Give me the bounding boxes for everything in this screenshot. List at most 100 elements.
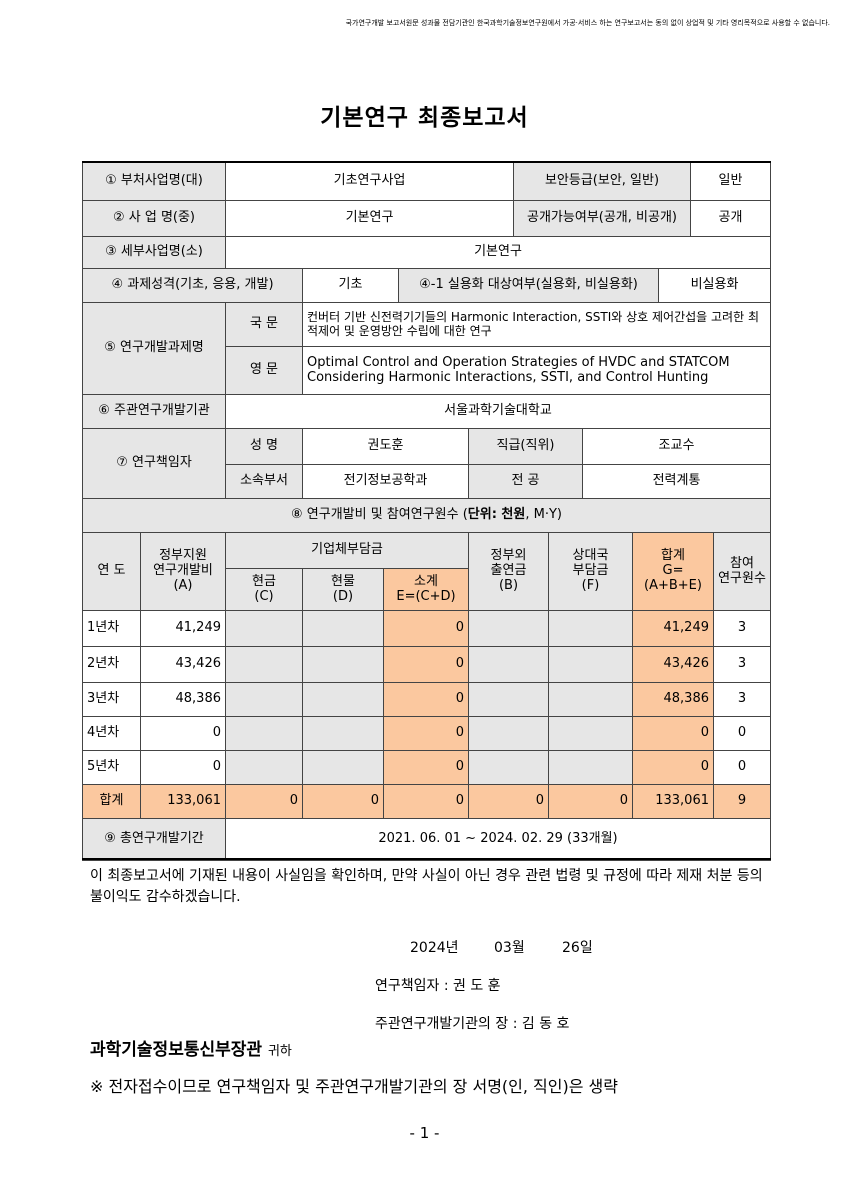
table-cell: 3년차: [82, 682, 141, 717]
table-cell: 1년차: [82, 610, 141, 647]
table-cell: ④ 과제성격(기초, 응용, 개발): [82, 268, 303, 303]
empty-cell: [302, 682, 384, 717]
table-cell: ⑨ 총연구개발기간: [82, 818, 226, 861]
empty-cell: [468, 682, 549, 717]
table-cell: 정부외 출연금 (B): [468, 532, 549, 611]
empty-cell: [548, 682, 633, 717]
table-cell: 기본연구: [225, 200, 514, 237]
date-month: 03월: [494, 940, 525, 956]
table-cell: ⑦ 연구책임자: [82, 428, 226, 499]
table-cell: 보안등급(보안, 일반): [513, 162, 691, 201]
table-cell: 0: [140, 750, 226, 785]
table-cell: 소계 E=(C+D): [383, 568, 469, 611]
budget-title-start: ⑧ 연구개발비 및 참여연구원수 (: [291, 507, 468, 523]
table-cell: ④-1 실용화 대상여부(실용화, 비실용화): [398, 268, 659, 303]
table-cell: 41,249: [140, 610, 226, 647]
table-cell: Optimal Control and Operation Strategies…: [302, 346, 771, 395]
table-cell: 43,426: [632, 646, 714, 683]
table-cell: 0: [383, 784, 469, 819]
empty-cell: [225, 646, 303, 683]
table-cell: 현금 (C): [225, 568, 303, 611]
table-cell: 0: [548, 784, 633, 819]
empty-cell: [302, 716, 384, 751]
table-cell: 0: [383, 682, 469, 717]
table-cell: 0: [632, 716, 714, 751]
empty-cell: [468, 750, 549, 785]
budget-title: ⑧ 연구개발비 및 참여연구원수 (단위: 천원, M·Y): [82, 498, 771, 533]
page-number: - 1 -: [409, 1124, 440, 1142]
table-cell: 0: [383, 750, 469, 785]
table-cell: 43,426: [140, 646, 226, 683]
recipient-suffix: 귀하: [267, 1044, 292, 1059]
table-cell: 소속부서: [225, 464, 303, 499]
table-cell: 공개: [690, 200, 771, 237]
date-year: 2024년: [410, 940, 459, 956]
table-cell: 기본연구: [225, 236, 771, 269]
table-cell: 전기정보공학과: [302, 464, 469, 499]
table-cell: 정부지원 연구개발비 (A): [140, 532, 226, 611]
table-cell: 참여 연구원수: [713, 532, 771, 611]
empty-cell: [548, 750, 633, 785]
table-cell: 0: [225, 784, 303, 819]
table-cell: 현물 (D): [302, 568, 384, 611]
title: 기본연구 최종보고서: [320, 105, 529, 131]
table-cell: 국 문: [225, 302, 303, 347]
table-cell: 공개가능여부(공개, 비공개): [513, 200, 691, 237]
table-cell: 3: [713, 646, 771, 683]
empty-cell: [548, 716, 633, 751]
table-cell: 0: [383, 610, 469, 647]
empty-cell: [468, 610, 549, 647]
table-cell: 연 도: [82, 532, 141, 611]
table-cell: 성 명: [225, 428, 303, 465]
budget-title-end: , M·Y): [525, 507, 562, 523]
table-cell: 0: [302, 784, 384, 819]
table-cell: 9: [713, 784, 771, 819]
table-cell: 권도훈: [302, 428, 469, 465]
table-cell: 비실용화: [658, 268, 771, 303]
table-cell: ② 사 업 명(중): [82, 200, 226, 237]
empty-cell: [302, 750, 384, 785]
recipient-name: 과학기술정보통신부장관: [90, 1040, 263, 1060]
table-cell: 48,386: [140, 682, 226, 717]
table-cell: 5년차: [82, 750, 141, 785]
table-cell: 41,249: [632, 610, 714, 647]
empty-cell: [468, 716, 549, 751]
table-cell: 상대국 부담금 (F): [548, 532, 633, 611]
empty-cell: [225, 750, 303, 785]
table-cell: 3: [713, 682, 771, 717]
table-cell: 기초: [302, 268, 399, 303]
table-cell: 0: [468, 784, 549, 819]
empty-cell: [548, 646, 633, 683]
table-cell: 133,061: [632, 784, 714, 819]
statement: 이 최종보고서에 기재된 내용이 사실임을 확인하며, 만약 사실이 아닌 경우…: [90, 868, 763, 905]
table-cell: 전 공: [468, 464, 583, 499]
table-top-rule: [82, 161, 771, 163]
table-cell: 합계: [82, 784, 141, 819]
table-cell: 2년차: [82, 646, 141, 683]
table-cell: 0: [383, 646, 469, 683]
table-cell: 48,386: [632, 682, 714, 717]
table-cell: 일반: [690, 162, 771, 201]
table-cell: ① 부처사업명(대): [82, 162, 226, 201]
empty-cell: [302, 646, 384, 683]
table-cell: 0: [713, 716, 771, 751]
table-cell: 0: [713, 750, 771, 785]
empty-cell: [225, 716, 303, 751]
signer-pi: 연구책임자 : 권 도 훈: [375, 978, 501, 994]
table-cell: 3: [713, 610, 771, 647]
empty-cell: [225, 682, 303, 717]
recipient: 과학기술정보통신부장관 귀하: [90, 1035, 292, 1060]
table-cell: 영 문: [225, 346, 303, 395]
empty-cell: [548, 610, 633, 647]
table-cell: 조교수: [582, 428, 771, 465]
table-cell: 직급(직위): [468, 428, 583, 465]
signer-head: 주관연구개발기관의 장 : 김 동 호: [375, 1016, 570, 1032]
empty-cell: [302, 610, 384, 647]
table-cell: 4년차: [82, 716, 141, 751]
empty-cell: [468, 646, 549, 683]
table-cell: 전력계통: [582, 464, 771, 499]
table-cell: 서울과학기술대학교: [225, 394, 771, 429]
table-cell: 2021. 06. 01 ~ 2024. 02. 29 (33개월): [225, 818, 771, 861]
table-cell: 0: [632, 750, 714, 785]
